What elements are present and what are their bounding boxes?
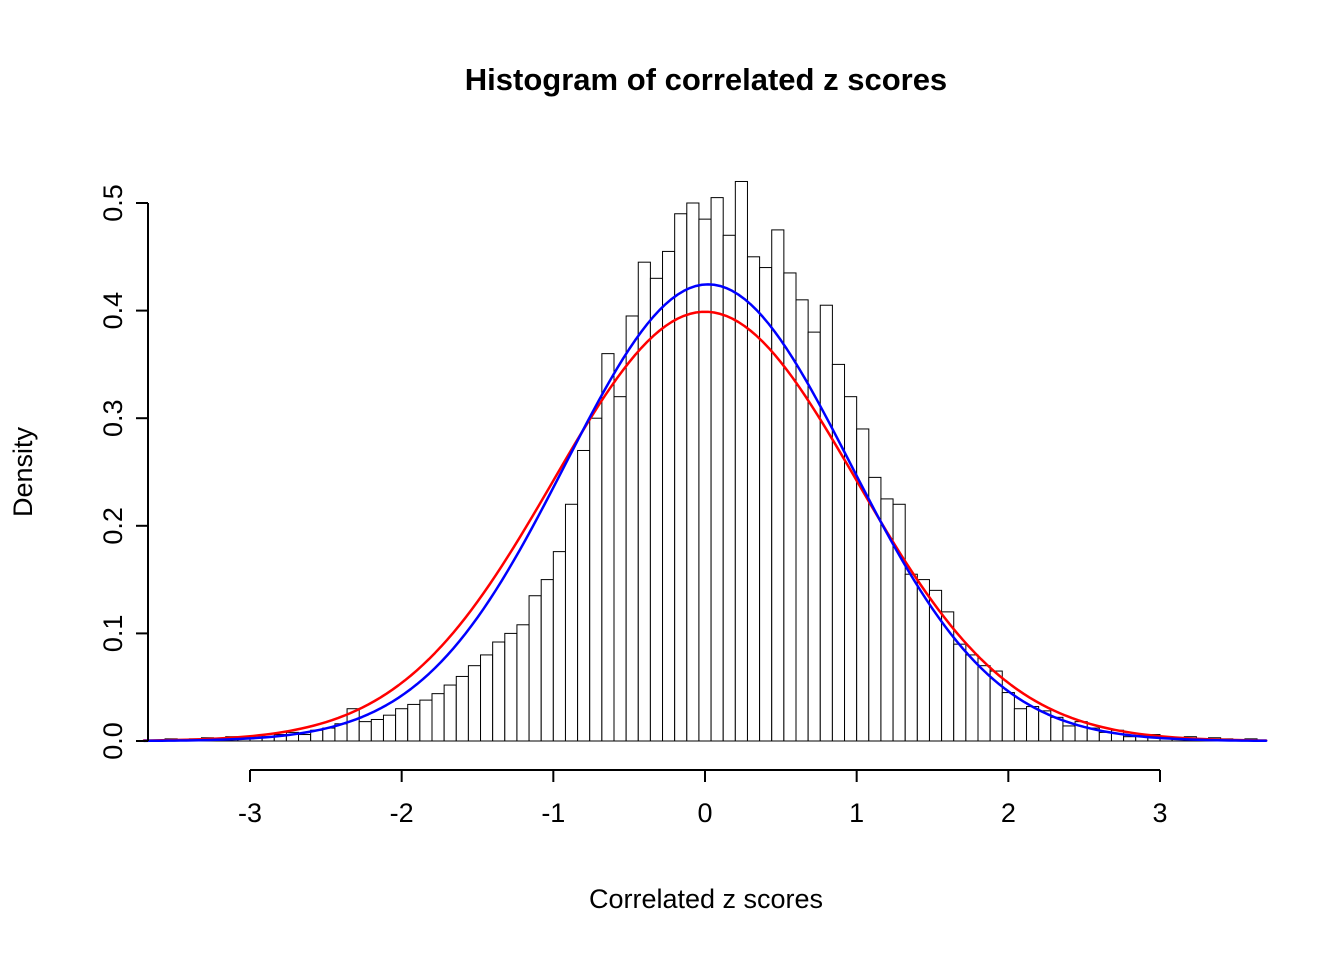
- histogram-bar: [480, 654, 494, 742]
- histogram-bar: [1013, 708, 1028, 742]
- histogram-bar: [407, 703, 421, 742]
- histogram-bar: [916, 579, 930, 742]
- histogram-bar: [1098, 731, 1112, 742]
- y-tick-label: 0.0: [98, 722, 128, 760]
- histogram-bar: [358, 721, 372, 742]
- histogram-bar: [844, 396, 858, 742]
- histogram-bar: [722, 234, 736, 742]
- histogram-bar: [382, 714, 397, 742]
- histogram-bar: [904, 573, 918, 742]
- histogram-bar: [601, 353, 615, 742]
- x-tick-label: -1: [541, 798, 565, 828]
- histogram-bar: [516, 624, 530, 742]
- y-tick-label: 0.3: [98, 399, 128, 437]
- histogram-bar: [1062, 725, 1076, 742]
- histogram-bar: [892, 503, 906, 742]
- histogram-bar: [856, 428, 870, 742]
- histogram-bar: [710, 197, 724, 742]
- histogram-bar: [467, 665, 482, 742]
- histogram-bar: [686, 202, 700, 742]
- histogram-bar: [455, 675, 469, 742]
- fitted-normal-curve: [142, 283, 1268, 743]
- y-tick-label: 0.5: [98, 184, 128, 222]
- x-tick-label: 3: [1152, 798, 1167, 828]
- histogram-bar: [504, 632, 518, 742]
- histogram-bar: [771, 229, 785, 742]
- histogram-bars: [164, 180, 1258, 742]
- x-tick-label: 2: [1001, 798, 1016, 828]
- histogram-bar: [734, 180, 748, 742]
- histogram-bar: [819, 304, 833, 742]
- x-axis-label: Correlated z scores: [589, 884, 823, 914]
- chart-title: Histogram of correlated z scores: [465, 62, 947, 97]
- x-tick-label: -3: [238, 798, 262, 828]
- x-tick-label: 1: [849, 798, 864, 828]
- histogram-bar: [552, 551, 566, 742]
- histogram-bar: [577, 449, 591, 742]
- histogram-bar: [322, 727, 336, 742]
- x-tick-label: 0: [697, 798, 712, 828]
- histogram-bar: [783, 272, 797, 742]
- histogram-bar: [431, 693, 445, 742]
- histogram-bar: [419, 699, 433, 742]
- y-tick-label: 0.1: [98, 615, 128, 653]
- axes: 0.0 0.1 0.2 0.3 0.4 0.5 -3 -2 -1 0 1 2 3: [98, 184, 1168, 828]
- y-tick-label: 0.4: [98, 292, 128, 330]
- density-curves: [142, 283, 1268, 743]
- y-tick-label: 0.2: [98, 507, 128, 545]
- histogram-bar: [370, 718, 384, 742]
- y-axis-label: Density: [8, 426, 38, 517]
- histogram-bar: [395, 708, 409, 742]
- histogram-bar: [759, 267, 773, 742]
- histogram-bar: [1026, 706, 1040, 742]
- histogram-bar: [965, 654, 979, 742]
- histogram-bar: [698, 218, 712, 742]
- histogram-bar: [953, 643, 967, 742]
- histogram-bar: [589, 417, 603, 742]
- histogram-bar: [831, 363, 846, 742]
- histogram-bar: [298, 734, 312, 742]
- histogram-bar: [613, 396, 627, 742]
- x-tick-label: -2: [390, 798, 414, 828]
- histogram-bar: [649, 277, 664, 742]
- histogram-bar: [564, 503, 579, 742]
- histogram-bar: [625, 315, 639, 742]
- histogram-bar: [443, 684, 457, 742]
- standard-normal-curve: [142, 310, 1268, 742]
- histogram-bar: [528, 595, 542, 742]
- histogram-bar: [492, 641, 506, 742]
- histogram-bar: [540, 579, 554, 742]
- histogram-bar: [977, 665, 991, 742]
- histogram-bar: [1001, 692, 1015, 742]
- histogram-bar: [1123, 736, 1137, 742]
